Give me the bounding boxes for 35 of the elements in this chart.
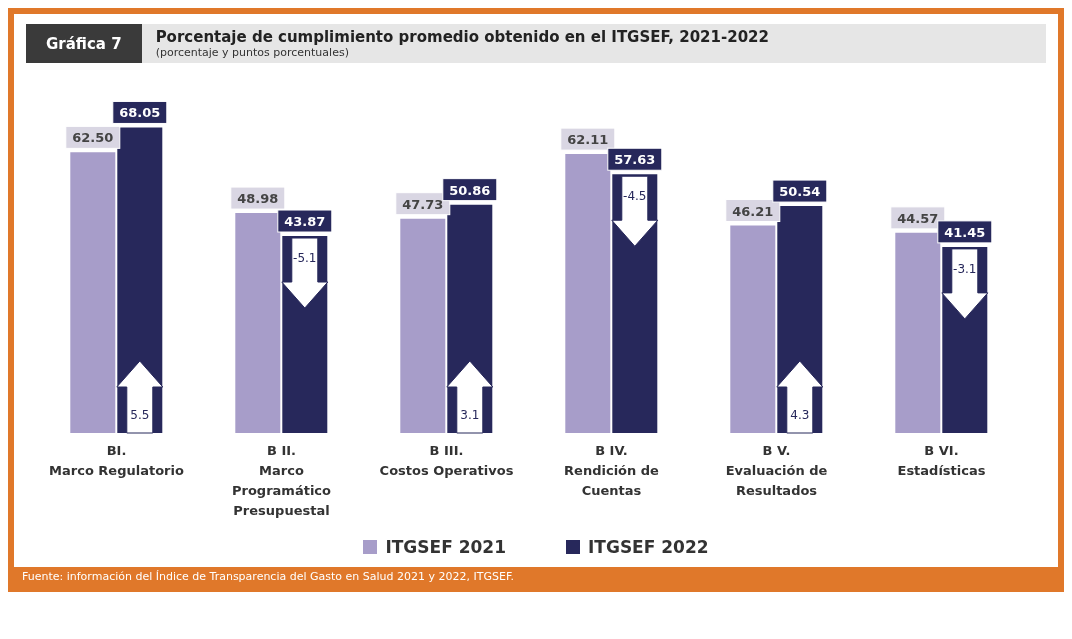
data-label: 50.86: [449, 182, 491, 198]
chart-title: Porcentaje de cumplimiento promedio obtenido en el ITGSEF, 2021-2022: [155, 28, 769, 46]
x-tick-label: BI. Marco Regulatorio: [49, 443, 184, 478]
data-label: 47.73: [402, 196, 444, 212]
data-label: 48.98: [237, 191, 279, 207]
bar: [565, 154, 611, 433]
legend-label: ITGSEF 2022: [587, 537, 709, 557]
data-label: 41.45: [944, 224, 986, 240]
data-label: 68.05: [119, 105, 161, 121]
data-label: 46.21: [732, 203, 774, 219]
data-label: 44.57: [897, 210, 939, 226]
x-tick-label: B II. Marco Programático Presupuestal: [232, 443, 332, 518]
text: Gráfica 7: [26, 24, 142, 63]
legend-label: ITGSEF 2021: [384, 537, 506, 557]
data-label: 57.63: [614, 152, 656, 168]
bar: [895, 232, 941, 433]
data-label: 62.50: [72, 130, 114, 146]
annotation: -4.5: [623, 189, 647, 204]
annotation: -5.1: [293, 251, 317, 266]
annotation: 3.1: [460, 408, 480, 422]
data-label: 50.54: [779, 184, 821, 200]
chart-subtitle: (porcentaje y puntos porcentuales): [155, 46, 350, 59]
x-tick-label: B V. Evaluación de Resultados: [725, 443, 828, 498]
x-tick-label: B VI. Estadísticas: [897, 443, 986, 478]
annotation: 5.5: [130, 408, 150, 422]
data-label: 43.87: [284, 214, 326, 230]
bar: [730, 225, 776, 433]
bar: [235, 213, 281, 433]
annotation: -3.1: [953, 261, 977, 276]
x-tick-label: B IV. Rendición de Cuentas: [564, 443, 660, 498]
bar: [70, 152, 116, 433]
x-tick-label: B III. Costos Operativos: [379, 443, 514, 478]
data-label: 62.11: [567, 132, 609, 148]
annotation: 4.3: [790, 408, 810, 422]
source-note: Fuente: información del Índice de Transparencia del Gasto en Salud 2021 y 2022, ITGSEF.: [14, 567, 1058, 586]
